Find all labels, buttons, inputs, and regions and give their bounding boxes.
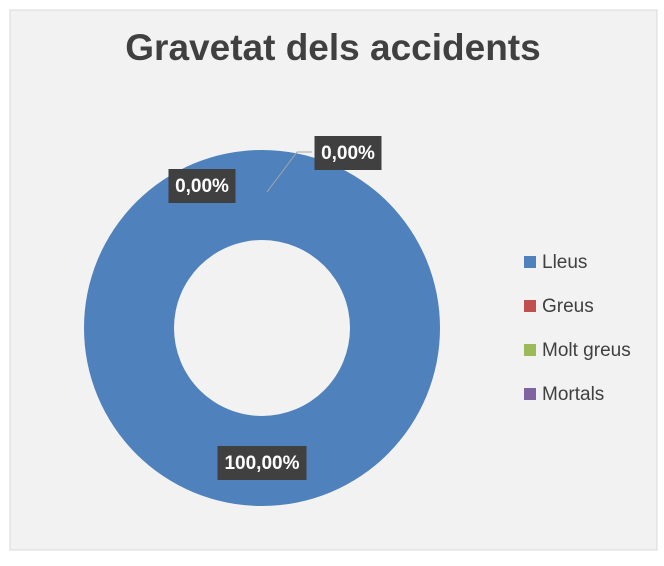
legend-label: Lleus: [542, 252, 587, 273]
legend-swatch: [524, 300, 536, 312]
donut-slice: [84, 150, 440, 506]
legend-swatch: [524, 256, 536, 268]
legend-label: Greus: [542, 296, 594, 317]
data-label: 0,00%: [175, 176, 229, 197]
chart-title: Gravetat dels accidents: [125, 27, 540, 68]
legend-label: Molt greus: [542, 340, 631, 361]
data-label: 0,00%: [321, 143, 375, 164]
legend-label: Mortals: [542, 384, 604, 405]
data-label-box: [314, 136, 382, 170]
data-label-box: [217, 446, 307, 480]
data-label: 100,00%: [224, 453, 299, 474]
leader-line: [266, 151, 312, 193]
legend-swatch: [524, 344, 536, 356]
data-label-box: [168, 169, 236, 203]
legend-swatch: [524, 388, 536, 400]
